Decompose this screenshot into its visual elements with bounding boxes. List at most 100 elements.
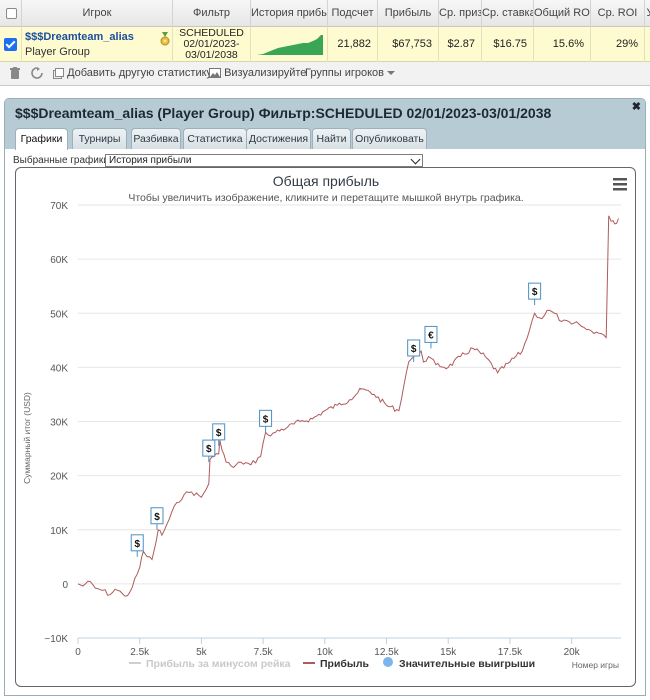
header-avg-prize[interactable]: Ср. приз bbox=[439, 0, 482, 27]
legend-swatch-big-wins bbox=[383, 657, 393, 667]
charts-select[interactable]: История прибыли bbox=[105, 154, 423, 167]
legend-net-profit[interactable]: Прибыль за минусом рейка bbox=[146, 658, 291, 670]
big-win-flag[interactable]: $ bbox=[130, 534, 144, 557]
avg-stake-value: $16.75 bbox=[482, 27, 534, 62]
y-tick-label: 70K bbox=[50, 201, 68, 212]
big-win-flag[interactable]: $ bbox=[212, 423, 226, 446]
header-select-all[interactable] bbox=[0, 0, 22, 27]
add-stat-label: Добавить другую статистику bbox=[67, 67, 213, 79]
big-win-flag[interactable]: $ bbox=[202, 439, 216, 463]
big-win-flag[interactable]: $ bbox=[150, 507, 164, 530]
big-win-label: $ bbox=[216, 428, 222, 439]
tab-breakdown[interactable]: Разбивка bbox=[131, 128, 181, 149]
header-profit[interactable]: Прибыль bbox=[378, 0, 439, 27]
header-avg-stake[interactable]: Ср. ставка bbox=[482, 0, 534, 27]
row-checkbox[interactable] bbox=[4, 38, 17, 51]
header-filter[interactable]: Фильтр bbox=[173, 0, 251, 27]
profit-value: $67,753 bbox=[378, 27, 439, 62]
header-total-roi[interactable]: Общий ROI bbox=[534, 0, 591, 27]
header-profit-history[interactable]: История прибыли bbox=[251, 0, 328, 27]
y-axis-ticks: −10K 0 10K 20K 30K 40K 50K 60K 70K bbox=[44, 201, 68, 645]
big-win-label: $ bbox=[134, 539, 140, 550]
y-tick-label: 10K bbox=[50, 526, 68, 537]
group-medal-icon bbox=[160, 32, 170, 46]
chart-legend: Прибыль за минусом рейка Прибыль Значите… bbox=[129, 657, 535, 670]
chart-gridlines bbox=[78, 204, 621, 639]
big-win-flag[interactable]: $ bbox=[407, 339, 421, 362]
x-tick-label: 20k bbox=[564, 647, 581, 658]
image-icon bbox=[209, 68, 221, 79]
total-roi-value: 15.6% bbox=[534, 27, 591, 62]
x-tick-label: 5k bbox=[196, 647, 208, 658]
player-groups-label: Группы игроков bbox=[305, 67, 384, 79]
header-more[interactable]: У bbox=[645, 0, 650, 27]
charts-select-label: Выбранные графики: bbox=[13, 155, 112, 166]
x-tick-label: 15k bbox=[440, 647, 457, 658]
x-tick-label: 7.5k bbox=[254, 647, 274, 658]
y-tick-label: 30K bbox=[50, 418, 68, 429]
header-avg-roi[interactable]: Ср. ROI bbox=[591, 0, 645, 27]
row-select-cell[interactable] bbox=[0, 27, 22, 62]
y-tick-label: 0 bbox=[62, 580, 68, 591]
x-tick-label: 17.5k bbox=[498, 647, 523, 658]
filter-line-1: SCHEDULED bbox=[179, 27, 244, 39]
profit-series-line bbox=[77, 215, 619, 597]
grid-toolbar: Добавить другую статистику Визуализируйт… bbox=[0, 62, 650, 85]
y-tick-label: 40K bbox=[50, 363, 68, 374]
chevron-down-icon bbox=[410, 154, 421, 165]
visualize-button[interactable]: Визуализируйте bbox=[209, 66, 306, 81]
big-win-label: € bbox=[428, 330, 434, 341]
tab-achievements[interactable]: Достижения bbox=[246, 128, 311, 149]
big-win-label: $ bbox=[411, 344, 417, 355]
x-axis-label: Номер игры bbox=[572, 660, 619, 670]
x-tick-label: 2.5k bbox=[130, 647, 150, 658]
trash-icon[interactable] bbox=[10, 66, 20, 81]
profit-sparkline[interactable] bbox=[251, 27, 328, 62]
y-axis-label: Суммарный итог (USD) bbox=[22, 392, 32, 484]
y-tick-label: 50K bbox=[50, 309, 68, 320]
filter-line-3: 03/01/2038 bbox=[185, 49, 238, 61]
avg-prize-value: $2.87 bbox=[439, 27, 482, 62]
profit-chart[interactable]: Общая прибыль Чтобы увеличить изображени… bbox=[16, 168, 636, 687]
tab-publish[interactable]: Опубликовать bbox=[352, 128, 427, 149]
player-cell: $$$Dreamteam_alias Player Group bbox=[22, 27, 173, 62]
big-win-flag[interactable]: $ bbox=[528, 282, 542, 306]
header-player[interactable]: Игрок bbox=[22, 0, 173, 27]
tab-find[interactable]: Найти bbox=[312, 128, 351, 149]
x-tick-label: 10k bbox=[317, 647, 334, 658]
big-win-label: $ bbox=[263, 414, 269, 425]
tab-tournaments[interactable]: Турниры bbox=[72, 128, 127, 149]
player-name-link[interactable]: $$$Dreamteam_alias bbox=[25, 31, 134, 43]
header-count[interactable]: Подсчет bbox=[328, 0, 378, 27]
stats-grid: Игрок Фильтр История прибыли Подсчет При… bbox=[0, 0, 650, 86]
big-win-label: $ bbox=[206, 444, 212, 455]
count-value: 21,882 bbox=[328, 27, 378, 62]
visualize-label: Визуализируйте bbox=[224, 67, 307, 79]
player-groups-dropdown[interactable]: Группы игроков bbox=[305, 66, 396, 81]
legend-big-wins[interactable]: Значительные выигрыши bbox=[399, 658, 535, 670]
player-type: Player Group bbox=[25, 46, 90, 58]
filter-line-2: 02/01/2023- bbox=[183, 38, 240, 50]
chart-container[interactable]: Общая прибыль Чтобы увеличить изображени… bbox=[15, 167, 636, 687]
avg-roi-value: 29% bbox=[591, 27, 645, 62]
big-win-label: $ bbox=[154, 512, 160, 523]
big-win-label: $ bbox=[532, 287, 538, 298]
tab-charts[interactable]: Графики bbox=[15, 128, 68, 150]
close-icon[interactable]: ✖ bbox=[631, 101, 641, 113]
add-stat-button[interactable]: Добавить другую статистику bbox=[53, 66, 212, 81]
tab-statistics[interactable]: Статистика bbox=[183, 128, 247, 149]
y-tick-label: 20K bbox=[50, 472, 68, 483]
big-win-flag[interactable]: € bbox=[424, 325, 438, 349]
hamburger-menu-icon[interactable] bbox=[613, 178, 627, 191]
select-all-checkbox[interactable] bbox=[6, 8, 17, 19]
legend-profit[interactable]: Прибыль bbox=[320, 658, 370, 670]
chart-title: Общая прибыль bbox=[273, 173, 379, 189]
big-win-flag[interactable]: $ bbox=[259, 409, 273, 433]
x-tick-label: 12.5k bbox=[374, 647, 399, 658]
table-row[interactable]: $$$Dreamteam_alias Player Group SCHEDULE… bbox=[0, 27, 650, 62]
detail-panel: $$$Dreamteam_alias (Player Group) Фильтр… bbox=[4, 98, 646, 696]
profit-history-cell[interactable] bbox=[251, 27, 328, 62]
refresh-icon[interactable] bbox=[31, 66, 43, 81]
panel-header: $$$Dreamteam_alias (Player Group) Фильтр… bbox=[5, 99, 645, 150]
add-stat-icon bbox=[53, 67, 64, 79]
